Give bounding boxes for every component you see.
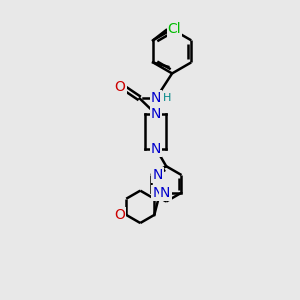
- Text: N: N: [160, 186, 170, 200]
- Text: N: N: [152, 186, 163, 200]
- Text: O: O: [114, 208, 125, 222]
- Text: Cl: Cl: [168, 22, 181, 35]
- Text: N: N: [151, 107, 161, 121]
- Text: H: H: [163, 94, 171, 103]
- Text: N: N: [151, 142, 161, 155]
- Text: N: N: [152, 168, 163, 182]
- Text: N: N: [151, 92, 161, 106]
- Text: O: O: [115, 80, 125, 94]
